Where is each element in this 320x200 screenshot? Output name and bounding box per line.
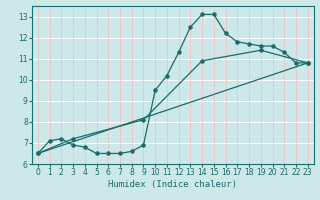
X-axis label: Humidex (Indice chaleur): Humidex (Indice chaleur) bbox=[108, 180, 237, 189]
